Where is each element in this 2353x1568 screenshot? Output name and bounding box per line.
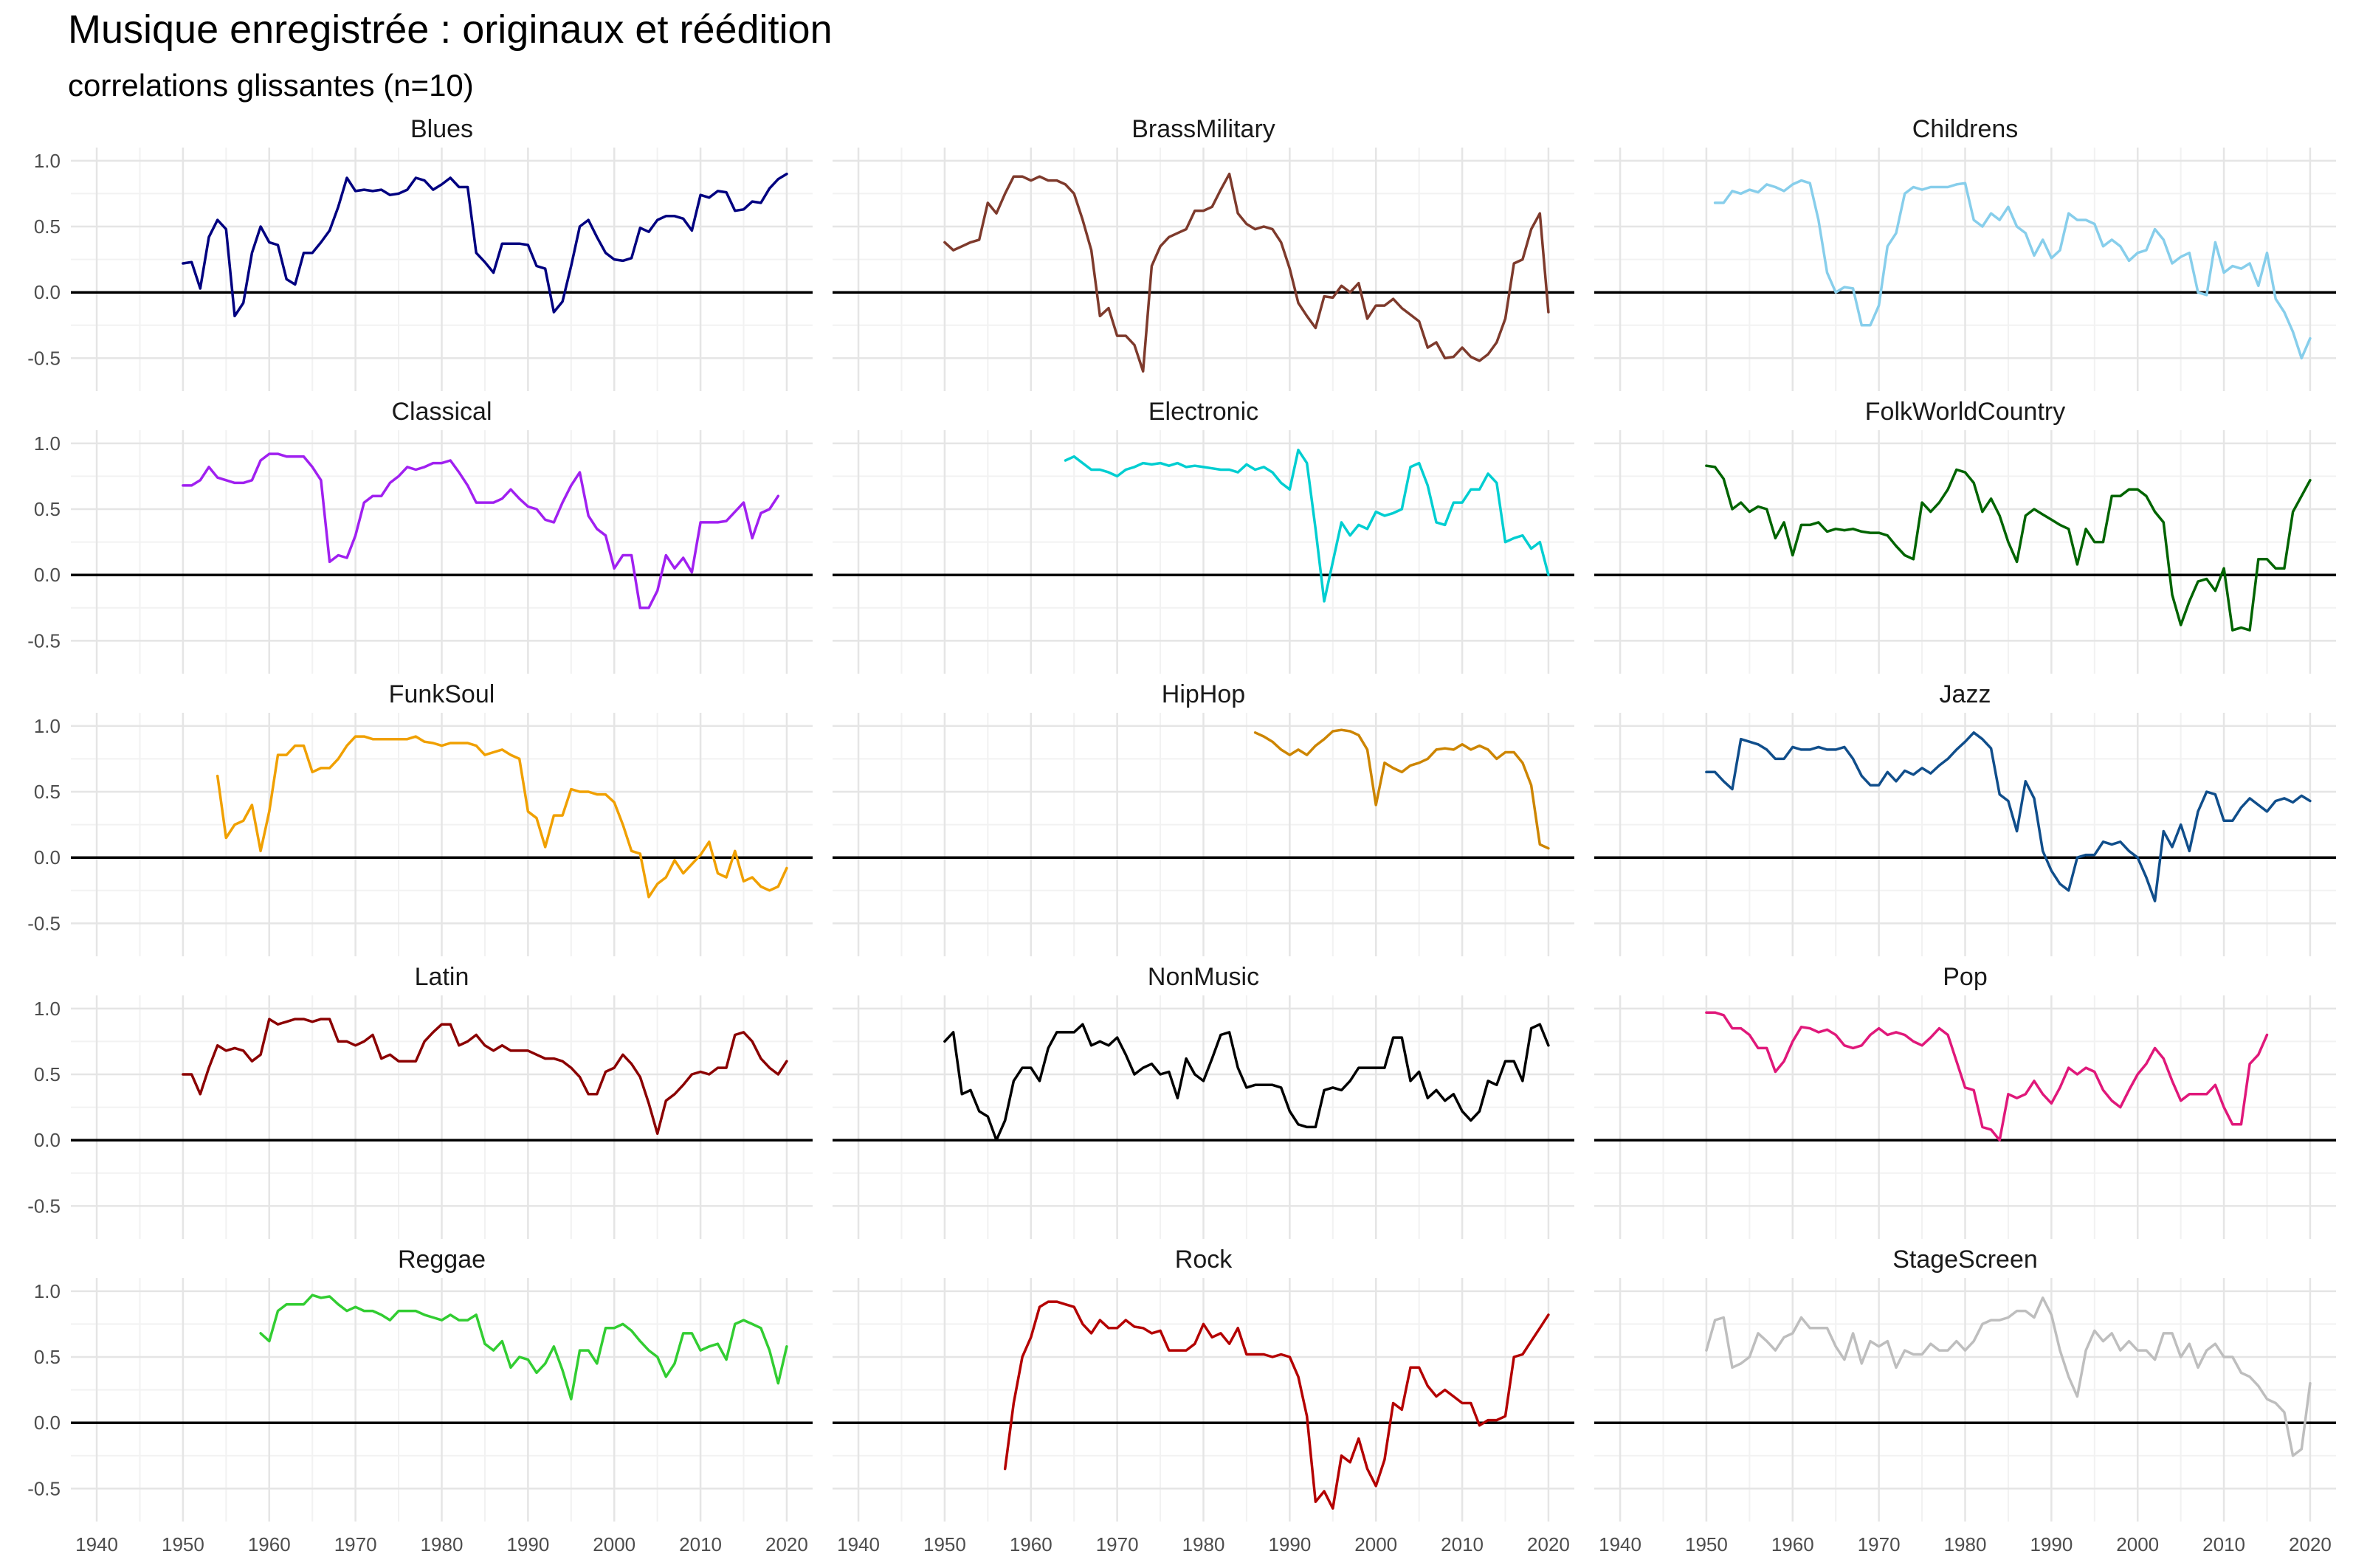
x-tick-label: 1960 — [1771, 1533, 1814, 1555]
x-tick-label: 2020 — [2289, 1533, 2332, 1555]
x-tick-label: 2020 — [1527, 1533, 1570, 1555]
facet-panel-pop: Pop — [1594, 963, 2336, 1239]
x-tick-label: 1980 — [421, 1533, 464, 1555]
facet-strip-label: Childrens — [1912, 115, 2019, 143]
facet-strip-label: Electronic — [1148, 398, 1258, 426]
x-tick-label: 2010 — [1441, 1533, 1484, 1555]
y-tick-label: -0.5 — [27, 347, 61, 369]
x-tick-label: 1950 — [162, 1533, 204, 1555]
x-tick-label: 2000 — [593, 1533, 635, 1555]
facet-strip-label: Blues — [410, 115, 473, 143]
shared-axes: -0.5 0.0 0.5 1.0 -0.5 0.0 0.5 1.0 -0.5 0.0 0.5 1.0 -… — [27, 150, 2332, 1555]
y-tick-label: 0.5 — [34, 781, 61, 803]
facet-strip-label: Rock — [1175, 1246, 1233, 1274]
y-tick-label: 0.5 — [34, 215, 61, 238]
facet-strip-label: FunkSoul — [389, 680, 495, 708]
facet-panel-latin: Latin — [71, 963, 813, 1239]
series-line-brassmilitary — [943, 172, 1550, 373]
series-line-funksoul — [216, 735, 788, 899]
x-tick-label: 1990 — [2030, 1533, 2073, 1555]
facet-panel-classical: Classical — [71, 398, 813, 674]
y-tick-label: 0.5 — [34, 498, 61, 520]
facet-panel-brassmilitary: BrassMilitary — [833, 115, 1574, 391]
facet-strip-label: Pop — [1943, 963, 1988, 991]
x-tick-label: 1950 — [1685, 1533, 1728, 1555]
y-tick-label: 0.0 — [34, 1412, 61, 1434]
facet-strip-label: BrassMilitary — [1131, 115, 1275, 143]
x-tick-label: 1940 — [75, 1533, 118, 1555]
y-tick-label: 1.0 — [34, 432, 61, 455]
facet-panel-nonmusic: NonMusic — [833, 963, 1574, 1239]
series-line-latin — [182, 1018, 788, 1136]
y-tick-label: 0.5 — [34, 1063, 61, 1085]
x-tick-label: 1990 — [506, 1533, 549, 1555]
series-line-classical — [182, 452, 780, 609]
series-line-hiphop — [1253, 728, 1550, 850]
y-tick-label: -0.5 — [27, 912, 61, 934]
x-tick-label: 1940 — [1599, 1533, 1641, 1555]
series-line-rock — [1003, 1300, 1550, 1510]
series-line-electronic — [1064, 449, 1550, 603]
x-tick-label: 1950 — [923, 1533, 966, 1555]
y-tick-label: 0.0 — [34, 564, 61, 586]
series-line-reggae — [259, 1294, 788, 1401]
x-tick-label: 2010 — [679, 1533, 722, 1555]
series-line-jazz — [1705, 731, 2312, 902]
facet-panel-rock: Rock — [833, 1246, 1574, 1522]
y-tick-label: -0.5 — [27, 629, 61, 652]
facet-panel-electronic: Electronic — [833, 398, 1574, 674]
x-tick-label: 1940 — [837, 1533, 880, 1555]
x-tick-label: 1970 — [1858, 1533, 1901, 1555]
x-tick-label: 1980 — [1182, 1533, 1225, 1555]
x-tick-label: 2010 — [2202, 1533, 2245, 1555]
x-tick-label: 1970 — [334, 1533, 377, 1555]
x-tick-label: 2000 — [2116, 1533, 2159, 1555]
series-line-childrens — [1713, 179, 2312, 360]
facet-strip-label: Latin — [415, 963, 469, 991]
facet-strip-label: Jazz — [1940, 680, 1991, 708]
facet-panel-childrens: Childrens — [1594, 115, 2336, 391]
y-tick-label: 0.0 — [34, 281, 61, 303]
facet-strip-label: NonMusic — [1148, 963, 1259, 991]
x-tick-label: 1970 — [1096, 1533, 1139, 1555]
x-tick-label: 2000 — [1354, 1533, 1397, 1555]
x-tick-label: 1980 — [1944, 1533, 1987, 1555]
series-line-blues — [182, 172, 788, 318]
y-tick-label: 0.5 — [34, 1346, 61, 1368]
series-line-folkworldcountry — [1705, 464, 2312, 632]
facet-strip-label: Reggae — [398, 1246, 486, 1274]
y-tick-label: 0.0 — [34, 1129, 61, 1151]
x-tick-label: 1960 — [1010, 1533, 1053, 1555]
facet-strip-label: HipHop — [1162, 680, 1245, 708]
facet-strip-label: FolkWorldCountry — [1865, 398, 2065, 426]
facet-panel-funksoul: FunkSoul — [71, 680, 813, 956]
facet-strip-label: Classical — [391, 398, 492, 426]
facet-panel-reggae: Reggae — [71, 1246, 813, 1522]
x-tick-label: 1990 — [1268, 1533, 1311, 1555]
y-tick-label: -0.5 — [27, 1477, 61, 1499]
y-tick-label: -0.5 — [27, 1195, 61, 1217]
y-tick-label: 1.0 — [34, 150, 61, 172]
facet-panels: Blues BrassMilitary Childrens Classical Elec… — [71, 115, 2336, 1522]
series-line-nonmusic — [943, 1023, 1550, 1142]
facet-panel-folkworldcountry: FolkWorldCountry — [1594, 398, 2336, 674]
chart-subtitle: correlations glissantes (n=10) — [68, 68, 474, 103]
y-tick-label: 1.0 — [34, 715, 61, 737]
facet-strip-label: StageScreen — [1892, 1246, 2038, 1274]
facet-panel-stagescreen: StageScreen — [1594, 1246, 2336, 1522]
y-tick-label: 1.0 — [34, 1280, 61, 1302]
y-tick-label: 1.0 — [34, 998, 61, 1020]
facet-panel-jazz: Jazz — [1594, 680, 2336, 956]
chart-title: Musique enregistrée : originaux et réédi… — [68, 7, 833, 52]
x-tick-label: 1960 — [248, 1533, 291, 1555]
y-tick-label: 0.0 — [34, 846, 61, 868]
facet-panel-blues: Blues — [71, 115, 813, 391]
series-line-pop — [1705, 1011, 2269, 1142]
series-line-stagescreen — [1705, 1296, 2312, 1457]
x-tick-label: 2020 — [765, 1533, 808, 1555]
facet-panel-hiphop: HipHop — [833, 680, 1574, 956]
